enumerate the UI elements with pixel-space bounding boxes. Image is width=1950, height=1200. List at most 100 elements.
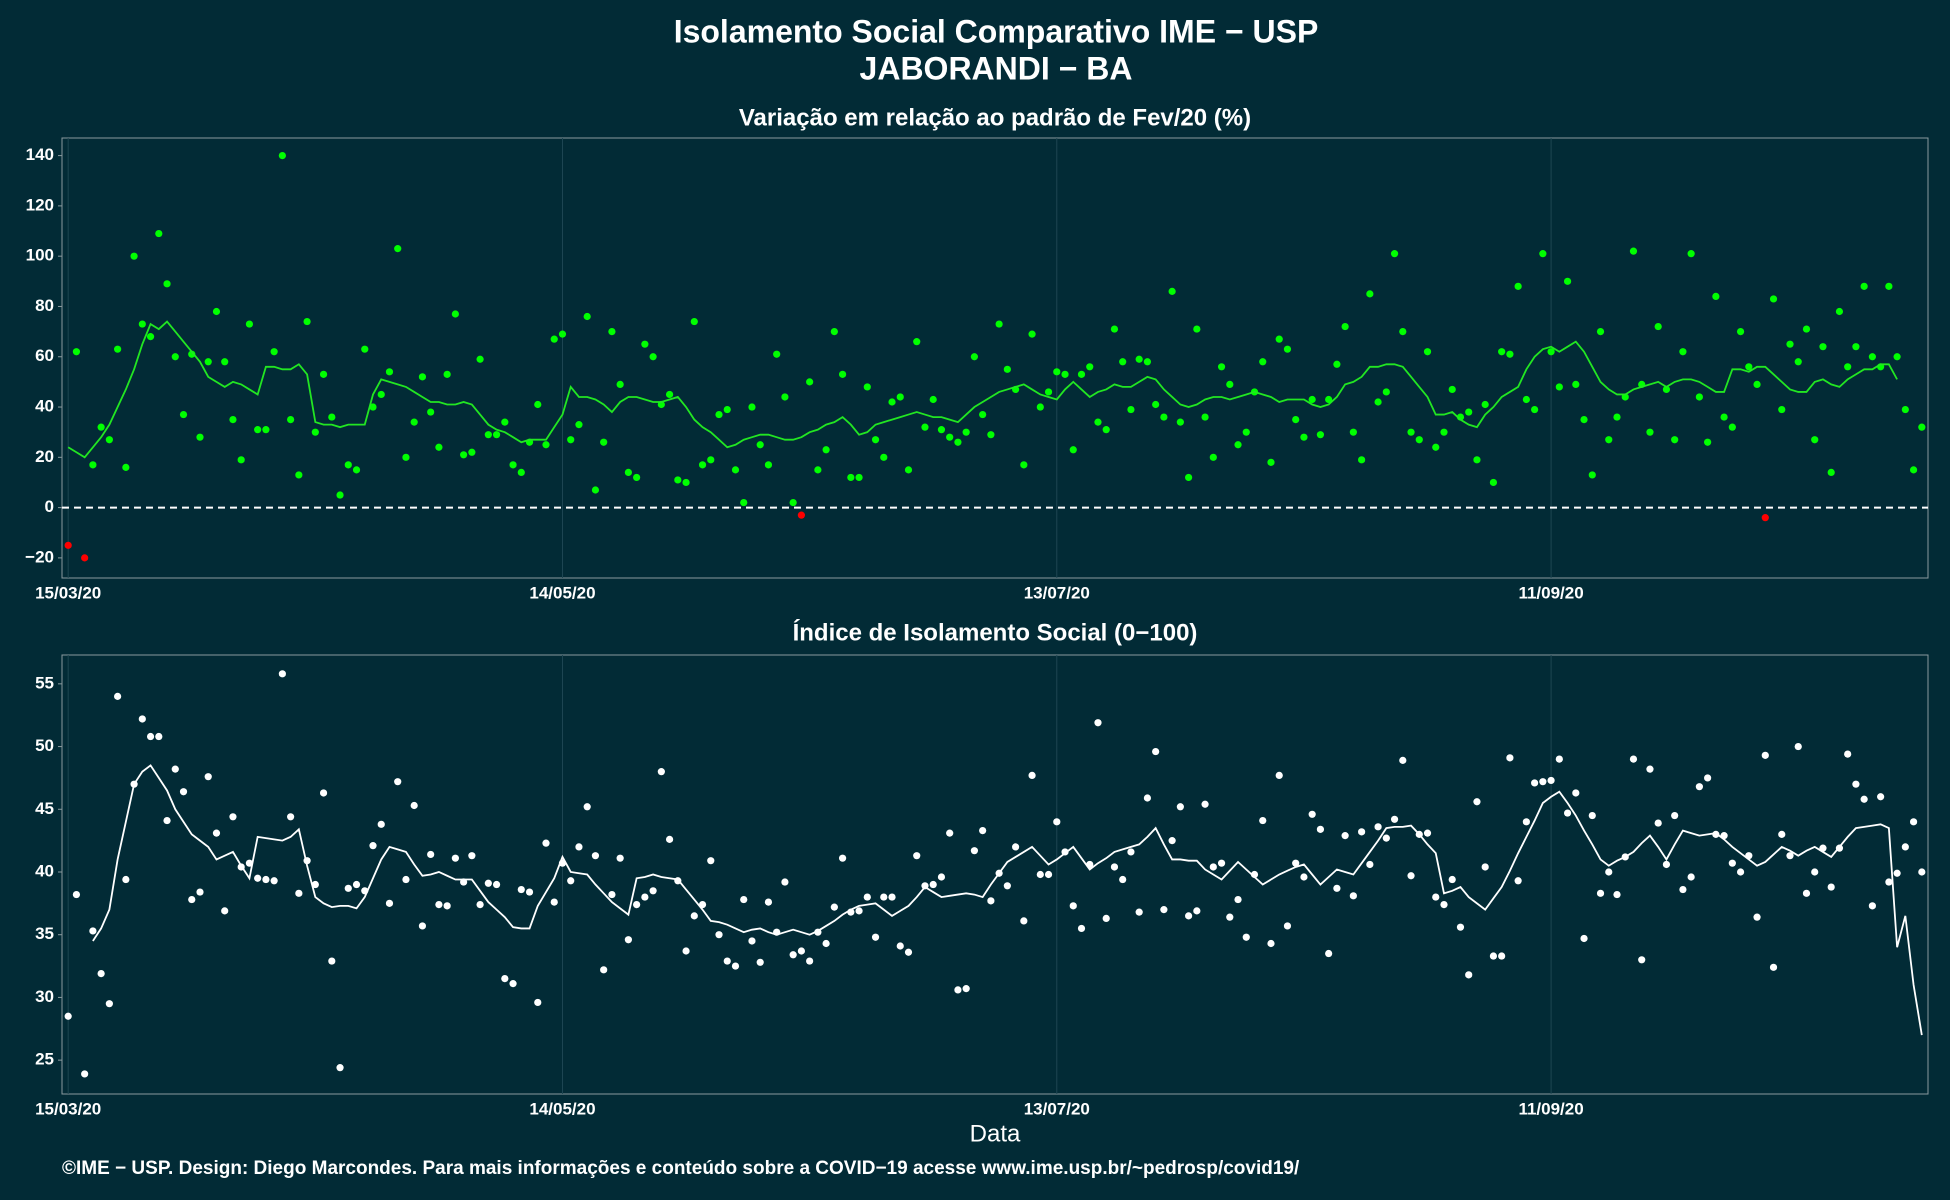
data-point (1110, 325, 1119, 333)
data-point (698, 461, 707, 469)
data-point (1794, 742, 1802, 751)
data-point (1176, 803, 1184, 811)
data-point (1028, 330, 1036, 338)
x-tick-label: 14/05/20 (529, 1099, 595, 1118)
data-point (649, 887, 657, 895)
data-point (740, 895, 748, 904)
data-point (1242, 428, 1250, 436)
data-point (344, 884, 352, 892)
data-point (567, 877, 575, 885)
data-point (122, 875, 130, 884)
data-point (657, 768, 665, 776)
data-point (1226, 380, 1234, 388)
data-point (1885, 878, 1893, 886)
data-point (138, 715, 146, 723)
data-point (1135, 908, 1143, 916)
data-point (1119, 875, 1127, 884)
data-point (600, 966, 608, 974)
data-point (600, 438, 608, 446)
data-point (1852, 343, 1860, 351)
data-point (871, 436, 880, 444)
moving-average-line (92, 764, 1923, 1036)
data-point (616, 854, 624, 862)
data-point (1555, 755, 1563, 763)
data-point (1893, 869, 1901, 877)
data-point (1646, 428, 1654, 436)
data-point (1325, 395, 1333, 404)
data-point (484, 879, 492, 887)
data-point (583, 803, 591, 811)
data-point (394, 778, 402, 786)
data-point (1325, 949, 1333, 958)
data-point (1580, 934, 1588, 943)
data-point (575, 843, 583, 851)
data-point (245, 320, 254, 328)
data-point (1539, 250, 1547, 258)
data-point (1654, 322, 1662, 331)
data-point (591, 486, 600, 494)
data-point (1094, 719, 1102, 727)
data-point (896, 393, 904, 401)
data-point (1885, 282, 1893, 290)
y-tick-label: 55 (35, 673, 54, 692)
data-point (962, 428, 970, 436)
data-point (1242, 933, 1250, 941)
data-point (303, 317, 311, 326)
data-point (847, 473, 855, 482)
data-point (1077, 924, 1086, 933)
data-point (904, 948, 913, 956)
data-point (1456, 923, 1465, 931)
data-point (797, 511, 805, 519)
data-point (1094, 418, 1102, 426)
y-tick-label: 40 (35, 397, 54, 416)
data-point (954, 986, 962, 994)
data-point (1909, 818, 1918, 826)
data-point (1168, 287, 1176, 295)
data-point (1209, 453, 1217, 461)
data-point (1531, 779, 1539, 787)
data-point (1811, 868, 1819, 876)
data-point (1143, 794, 1152, 802)
data-point (814, 466, 822, 474)
data-point (1671, 811, 1679, 820)
data-point (690, 912, 698, 920)
plot-area (61, 137, 1929, 579)
data-point (575, 421, 583, 429)
data-point (641, 893, 649, 901)
y-tick-label: 0 (45, 497, 54, 516)
data-point (1778, 405, 1786, 414)
data-point (583, 312, 591, 321)
data-point (1366, 860, 1374, 869)
data-point (377, 390, 385, 399)
data-point (904, 466, 913, 474)
data-point (1440, 901, 1448, 909)
data-point (756, 958, 764, 966)
data-point (319, 370, 328, 378)
data-point (97, 969, 105, 978)
data-point (81, 1070, 89, 1078)
data-point (731, 962, 740, 970)
data-point (1044, 870, 1053, 879)
data-point (105, 1000, 113, 1008)
data-point (1662, 385, 1671, 394)
data-point (418, 373, 427, 381)
data-point (1844, 363, 1852, 371)
data-point (979, 410, 987, 419)
y-tick-label: 35 (35, 924, 54, 943)
data-point (1514, 877, 1522, 885)
data-point (1185, 473, 1193, 482)
data-point (344, 461, 352, 469)
data-point (748, 403, 756, 411)
data-point (1761, 751, 1769, 759)
data-point (402, 875, 410, 884)
data-point (665, 390, 674, 399)
data-point (1292, 859, 1300, 867)
data-point (937, 426, 946, 434)
data-point (328, 413, 336, 421)
data-point (1160, 906, 1168, 914)
data-point (418, 922, 427, 930)
data-point (1860, 282, 1868, 290)
data-point (1053, 818, 1061, 826)
data-point (1769, 963, 1778, 971)
data-point (188, 350, 196, 358)
